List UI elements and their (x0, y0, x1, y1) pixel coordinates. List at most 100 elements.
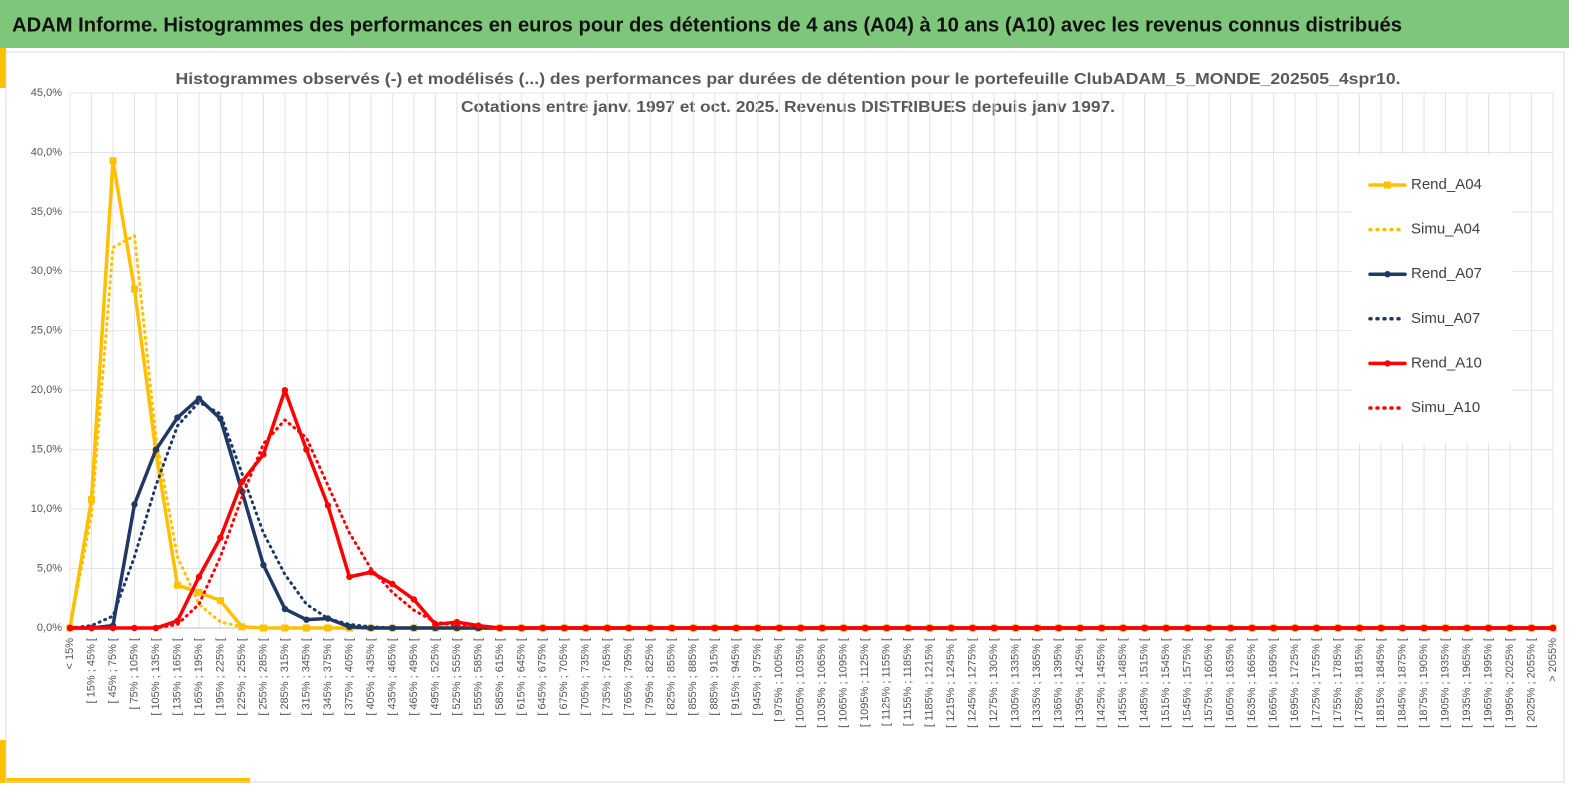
x-tick-label: [ 225% ; 255% [ (236, 638, 248, 716)
marker (173, 581, 181, 589)
x-tick-label: [ 825% ; 855% [ (666, 638, 678, 716)
series-line (68, 418, 1555, 630)
marker (195, 395, 203, 402)
x-tick-label: [ 255% ; 285% [ (257, 638, 269, 716)
x-tick-label: [ 1605% ; 1635% [ (1225, 638, 1237, 728)
legend-marker (1384, 181, 1391, 189)
x-tick-label: [ 435% ; 465% [ (386, 638, 398, 716)
marker (776, 624, 783, 632)
grid (69, 92, 1554, 629)
legend-marker (1384, 360, 1391, 367)
x-tick-label: [ 945% ; 975% [ (752, 638, 764, 716)
x-tick-label: [ 1365% ; 1395% [ (1053, 638, 1065, 728)
marker (131, 501, 138, 508)
x-tick-label: [ 735% ; 765% [ (601, 638, 613, 716)
y-tick-label: 10,0% (31, 503, 62, 515)
x-tick-label: [ 45% ; 75% [ (107, 638, 119, 703)
x-tick-label: [ 885% ; 915% [ (709, 638, 721, 716)
x-tick-label: [ 1725% ; 1755% [ (1310, 638, 1322, 728)
x-tick-label: [ 495% ; 525% [ (429, 638, 441, 716)
marker (87, 496, 95, 504)
x-tick-label: [ 1185% ; 1215% [ (924, 638, 936, 727)
marker (303, 616, 310, 623)
x-tick-label: [ 315% ; 345% [ (300, 638, 312, 716)
x-tick-label: [ 1845% ; 1875% [ (1396, 638, 1408, 728)
x-tick-label: [ 1425% ; 1455% [ (1096, 638, 1108, 728)
x-tick-label: [ 1545% ; 1575% [ (1182, 638, 1194, 728)
marker (195, 588, 203, 596)
x-tick-label: [ 1485% ; 1515% [ (1139, 638, 1151, 728)
marker (367, 568, 375, 576)
y-tick-label: 45,0% (31, 87, 62, 99)
x-tick-label: [ 405% ; 435% [ (365, 638, 377, 716)
x-tick-label: [ 1785% ; 1815% [ (1353, 638, 1365, 728)
marker (238, 478, 246, 485)
marker (389, 580, 396, 588)
legend-label: Rend_A10 (1411, 354, 1482, 371)
corner (0, 48, 6, 88)
corner (0, 778, 250, 783)
marker (1033, 624, 1041, 632)
chart-border (5, 51, 1565, 783)
x-tick-label: [ 555% ; 585% [ (472, 638, 484, 716)
x-tick-label: [ 1935% ; 1965% [ (1461, 638, 1473, 728)
marker (389, 624, 396, 632)
y-tick-label: 5,0% (37, 562, 62, 574)
x-tick-label: [ 75% ; 105% [ (128, 638, 140, 710)
chart-title: Histogrammes observés (-) et modélisés (… (176, 71, 1401, 88)
marker (216, 597, 224, 605)
marker (819, 624, 826, 632)
marker (1485, 624, 1492, 632)
x-tick-label: [ 1455% ; 1485% [ (1117, 638, 1129, 728)
x-tick-label: [ 465% ; 495% [ (408, 638, 420, 716)
header-title: ADAM Informe. Histogrammes des performan… (12, 14, 1402, 36)
marker (303, 446, 310, 453)
y-tick-label: 30,0% (31, 265, 62, 277)
x-tick-label: [ 855% ; 885% [ (687, 638, 699, 716)
x-tick-label: [ 1005% ; 1035% [ (795, 638, 807, 728)
y-tick-label: 15,0% (31, 444, 62, 456)
chart-subtitle: Cotations entre janv. 1997 et oct. 2025.… (461, 99, 1115, 116)
x-tick-label: [ 795% ; 825% [ (644, 638, 656, 716)
x-tick-label: [ 345% ; 375% [ (322, 638, 334, 716)
x-tick-label: [ 165% ; 195% [ (193, 638, 205, 716)
x-tick-label: [ 105% ; 135% [ (150, 638, 162, 716)
marker (324, 502, 332, 509)
marker (260, 561, 267, 569)
marker (1442, 624, 1449, 632)
x-tick-label: [ 1395% ; 1425% [ (1074, 638, 1086, 728)
x-tick-label: [ 1755% ; 1785% [ (1332, 638, 1344, 728)
marker (195, 573, 203, 581)
marker (131, 624, 138, 632)
x-tick-label: [ 135% ; 165% [ (171, 638, 183, 716)
marker (1291, 624, 1299, 632)
x-tick-label: [ 1635% ; 1665% [ (1246, 638, 1258, 728)
plot (66, 157, 1557, 632)
marker (346, 573, 353, 581)
x-tick-label: [ 1155% ; 1185% [ (902, 638, 914, 726)
x-tick-label: [ 1065% ; 1095% [ (838, 638, 850, 728)
x-tick-label: [ 525% ; 555% [ (451, 638, 463, 716)
x-tick-label: > 2055% (1547, 638, 1559, 682)
x-tick-label: [ 585% ; 615% [ (494, 638, 506, 716)
legend-label: Simu_A04 (1411, 221, 1480, 238)
marker (174, 414, 181, 421)
x-tick-label: [ 375% ; 405% [ (343, 638, 355, 716)
x-tick-label: [ 195% ; 225% [ (214, 638, 226, 716)
marker (926, 624, 933, 632)
x-tick-label: [ 1215% ; 1245% [ (945, 638, 957, 728)
marker (1227, 624, 1234, 632)
legend-label: Simu_A07 (1411, 310, 1480, 327)
x-tick-label: [ 15% ; 45% [ (85, 638, 97, 703)
x-tick-label: < 15% (64, 638, 76, 670)
marker (561, 624, 568, 632)
x-tick-label: [ 675% ; 705% [ (558, 638, 570, 716)
x-tick-label: [ 615% ; 645% [ (515, 638, 527, 716)
marker (1334, 624, 1342, 632)
x-tick-label: [ 765% ; 795% [ (623, 638, 635, 716)
marker (1549, 624, 1557, 632)
marker (410, 596, 418, 603)
x-tick-label: [ 1035% ; 1065% [ (816, 638, 828, 728)
